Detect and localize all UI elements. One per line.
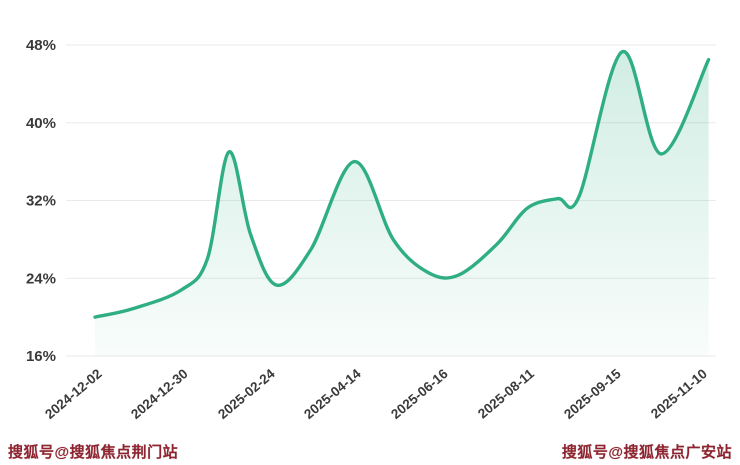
y-tick-label: 24% (26, 270, 56, 287)
y-tick-label: 40% (26, 115, 56, 132)
y-tick-label: 32% (26, 193, 56, 210)
trend-line (93, 50, 711, 319)
watermark-bottom-right: 搜狐号@搜狐焦点广安站 (561, 444, 732, 461)
y-tick-label: 16% (26, 348, 56, 365)
area-fill (95, 51, 709, 356)
watermark-bottom-left: 搜狐号@搜狐焦点荆门站 (8, 444, 179, 461)
y-tick-label: 48% (26, 37, 56, 54)
